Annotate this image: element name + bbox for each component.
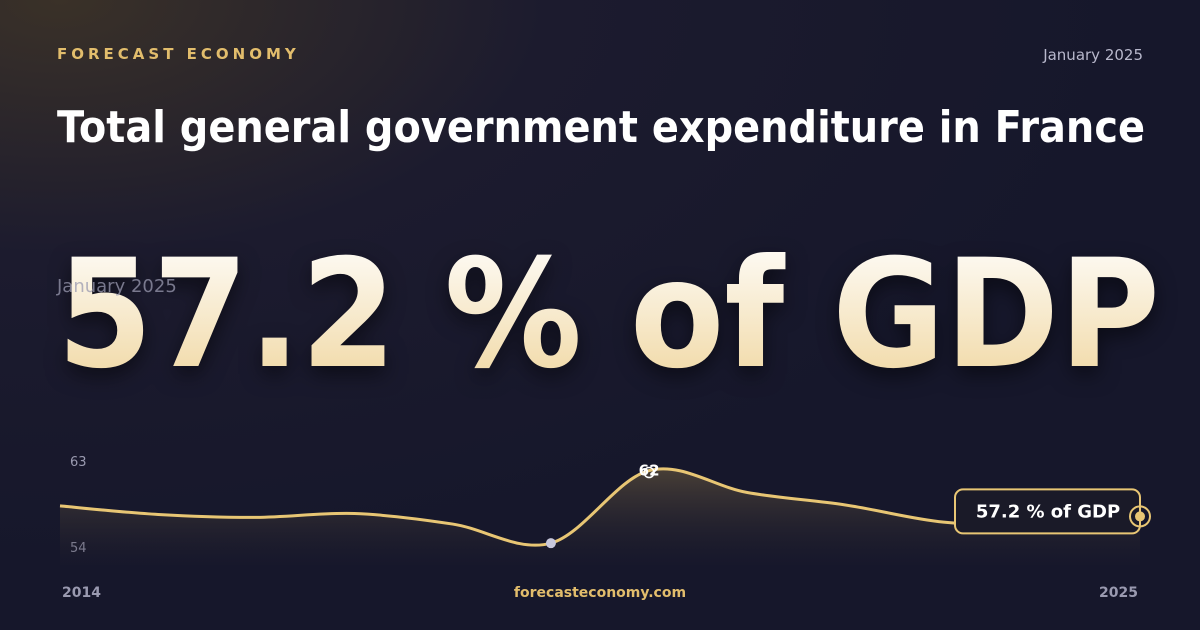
value-label-box xyxy=(954,488,1141,535)
area xyxy=(60,468,1140,565)
title: Total general government expenditure in … xyxy=(57,102,1145,153)
value-label: 62 xyxy=(639,462,660,480)
ghost-date: January 2025 xyxy=(56,276,177,297)
y-tick-label: 63 xyxy=(70,455,87,470)
headline: 57.2 % of GDP xyxy=(57,228,1160,402)
x-tick-label: 2025 xyxy=(1099,585,1138,601)
line xyxy=(59,467,1141,547)
chart: 6354201420256257.2 % of GDP xyxy=(59,455,1151,601)
brand: FORECAST ECONOMY xyxy=(57,45,300,63)
value-label: 57.2 % of GDP xyxy=(976,501,1120,522)
date: January 2025 xyxy=(1042,46,1143,64)
end-ring xyxy=(1129,505,1151,528)
x-tick-label: 2014 xyxy=(62,585,101,601)
min-point xyxy=(545,538,556,549)
end-point xyxy=(1135,511,1145,522)
footer: forecasteconomy.com xyxy=(514,585,686,601)
point xyxy=(643,466,655,479)
